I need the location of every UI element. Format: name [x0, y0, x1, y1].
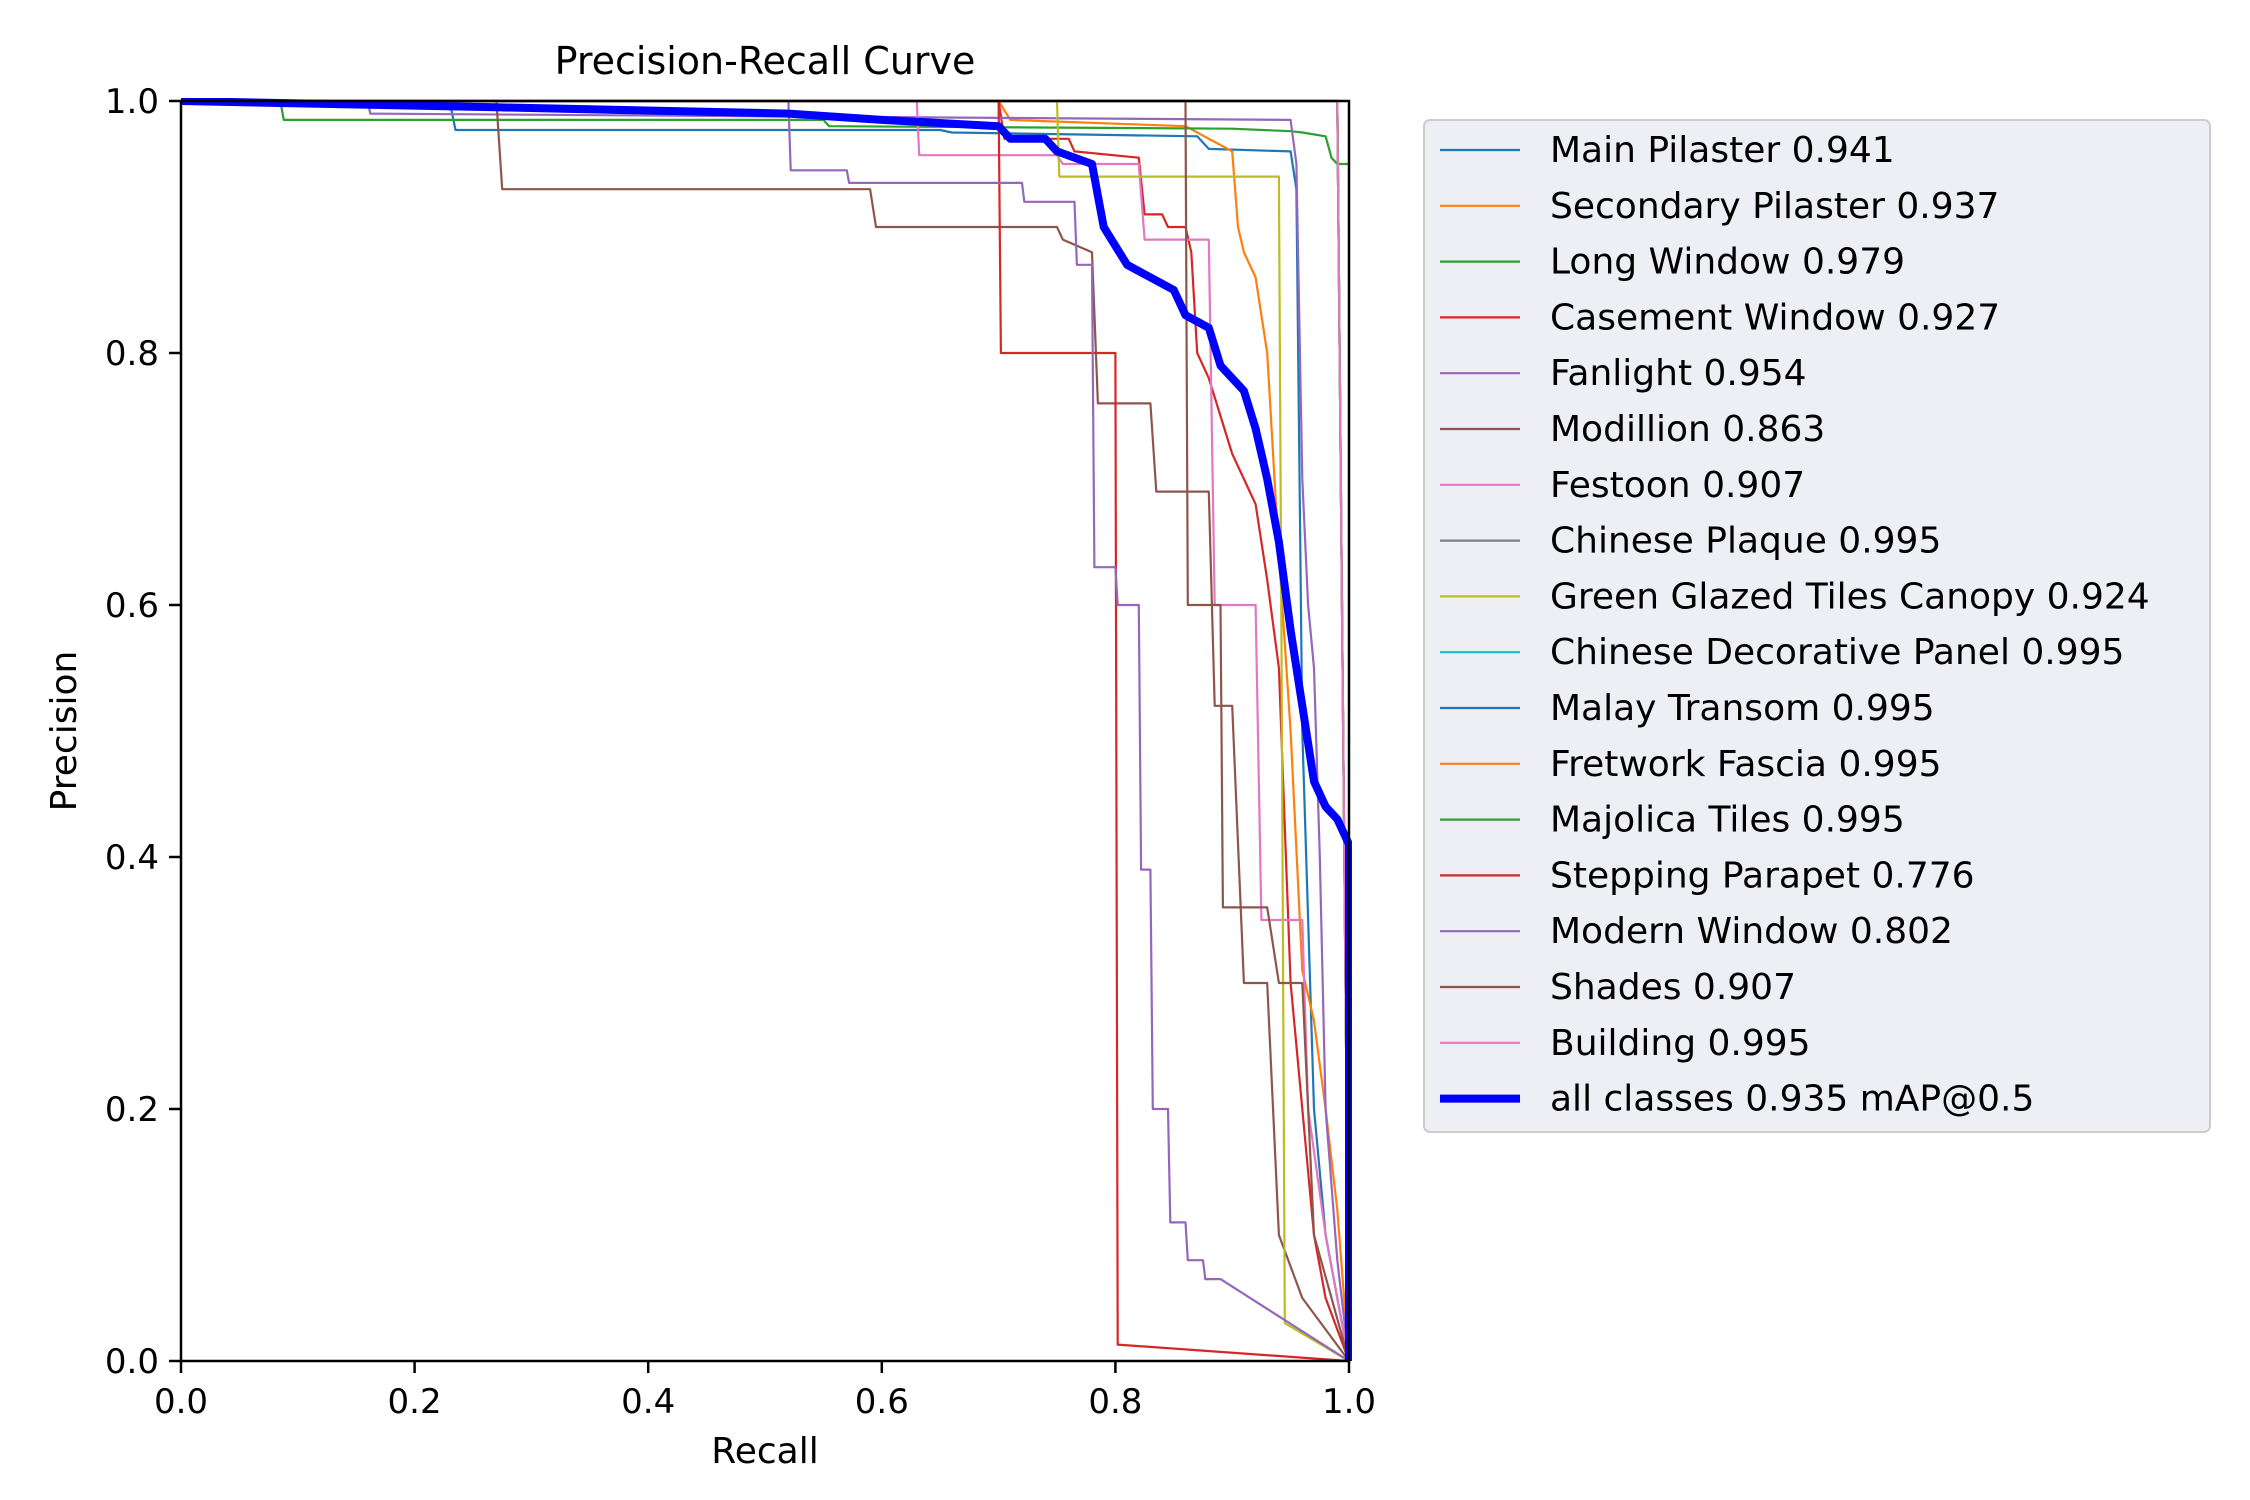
- x-tick-label: 0.0: [154, 1382, 208, 1422]
- series-line-4: [181, 99, 1351, 1362]
- legend-entry: Malay Transom 0.995: [1440, 688, 1935, 729]
- y-tick-label: 1.0: [105, 82, 159, 122]
- legend-entry: Chinese Plaque 0.995: [1440, 521, 1941, 562]
- series-line-5: [181, 99, 1350, 1362]
- legend-entries: Main Pilaster 0.941 Secondary Pilaster 0.…: [1440, 130, 2150, 1120]
- legend: Main Pilaster 0.941 Secondary Pilaster 0.…: [1423, 119, 2211, 1133]
- legend-label: Malay Transom 0.995: [1550, 688, 1935, 729]
- series-line-1: [181, 99, 1351, 1362]
- legend-entry: all classes 0.935 mAP@0.5: [1440, 1079, 2034, 1120]
- legend-label: all classes 0.935 mAP@0.5: [1550, 1079, 2034, 1120]
- legend-label: Stepping Parapet 0.776: [1550, 855, 1975, 896]
- legend-entry: Main Pilaster 0.941: [1440, 130, 1895, 171]
- y-axis-label: Precision: [44, 651, 85, 812]
- x-tick-label: 0.4: [621, 1382, 675, 1422]
- legend-entry: Long Window 0.979: [1440, 242, 1905, 283]
- series-line-17: [180, 98, 1352, 1361]
- legend-entry: Shades 0.907: [1440, 967, 1796, 1008]
- legend-entry: Modern Window 0.802: [1440, 911, 1953, 952]
- legend-entry: Fretwork Fascia 0.995: [1440, 744, 1942, 785]
- y-tick-label: 0.2: [105, 1090, 159, 1130]
- series-line-2: [181, 99, 1349, 166]
- legend-label: Fanlight 0.954: [1550, 353, 1807, 394]
- legend-label: Shades 0.907: [1550, 967, 1796, 1008]
- legend-label: Modillion 0.863: [1550, 409, 1825, 450]
- legend-entry: Festoon 0.907: [1440, 465, 1805, 506]
- y-axis-ticks: 0.0 0.2 0.4 0.6 0.8 1.0: [105, 82, 181, 1382]
- legend-box: [1423, 119, 2211, 1133]
- y-tick-label: 0.4: [105, 838, 159, 878]
- y-tick-label: 0.8: [105, 334, 159, 374]
- x-tick-label: 0.2: [388, 1382, 442, 1422]
- x-axis-label: Recall: [711, 1431, 818, 1472]
- legend-label: Modern Window 0.802: [1550, 911, 1953, 952]
- legend-entry: Casement Window 0.927: [1440, 297, 2000, 338]
- series-line-15: [181, 99, 1351, 1362]
- legend-label: Secondary Pilaster 0.937: [1550, 186, 1999, 227]
- legend-label: Building 0.995: [1550, 1023, 1811, 1064]
- plot-area: [179, 98, 1352, 1363]
- x-tick-label: 1.0: [1322, 1382, 1376, 1422]
- legend-entry: Building 0.995: [1440, 1023, 1811, 1064]
- legend-entry: Green Glazed Tiles Canopy 0.924: [1440, 576, 2150, 617]
- legend-label: Chinese Decorative Panel 0.995: [1550, 632, 2124, 673]
- legend-entry: Fanlight 0.954: [1440, 353, 1807, 394]
- y-tick-label: 0.0: [105, 1342, 159, 1382]
- x-axis-ticks: 0.0 0.2 0.4 0.6 0.8 1.0: [154, 1361, 1376, 1422]
- legend-entry: Chinese Decorative Panel 0.995: [1440, 632, 2124, 673]
- legend-entry: Secondary Pilaster 0.937: [1440, 186, 1999, 227]
- series-line-0: [181, 99, 1351, 1362]
- axes-frame: [179, 99, 1351, 1363]
- legend-label: Main Pilaster 0.941: [1550, 130, 1895, 171]
- legend-label: Fretwork Fascia 0.995: [1550, 744, 1942, 785]
- legend-label: Festoon 0.907: [1550, 465, 1805, 506]
- legend-label: Majolica Tiles 0.995: [1550, 800, 1905, 841]
- series-line-14: [181, 99, 1350, 1362]
- legend-label: Casement Window 0.927: [1550, 297, 2000, 338]
- chart-title: Precision-Recall Curve: [555, 39, 976, 83]
- legend-entry: Modillion 0.863: [1440, 409, 1825, 450]
- y-tick-label: 0.6: [105, 586, 159, 626]
- x-tick-label: 0.8: [1088, 1382, 1142, 1422]
- legend-label: Green Glazed Tiles Canopy 0.924: [1550, 576, 2150, 617]
- legend-entry: Stepping Parapet 0.776: [1440, 855, 1975, 896]
- legend-entry: Majolica Tiles 0.995: [1440, 800, 1905, 841]
- x-tick-label: 0.6: [855, 1382, 909, 1422]
- legend-label: Chinese Plaque 0.995: [1550, 521, 1941, 562]
- legend-label: Long Window 0.979: [1550, 242, 1905, 283]
